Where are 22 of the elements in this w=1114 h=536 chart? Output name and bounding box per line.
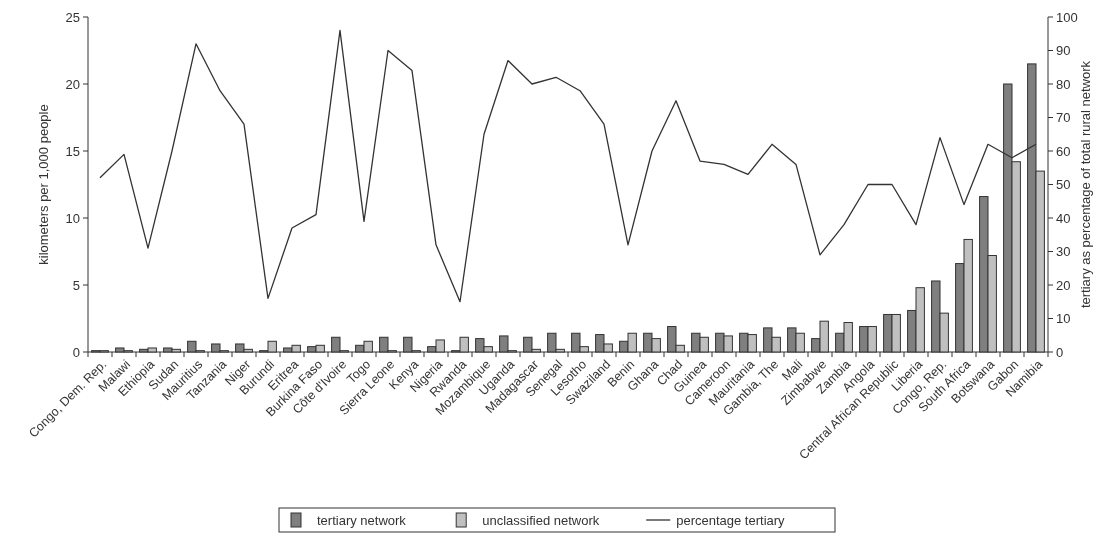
legend-label: percentage tertiary bbox=[676, 512, 786, 528]
y2-tick-label: 50 bbox=[1056, 177, 1071, 193]
y2-tick-label: 20 bbox=[1056, 277, 1071, 293]
y2-tick-label: 70 bbox=[1056, 110, 1071, 126]
y2-tick-label: 80 bbox=[1056, 76, 1071, 92]
y2-tick-label: 0 bbox=[1056, 344, 1064, 360]
y-tick-label: 0 bbox=[72, 344, 80, 360]
y-tick-label: 5 bbox=[72, 277, 80, 293]
y-tick-label: 20 bbox=[65, 76, 80, 92]
y2-tick-label: 90 bbox=[1056, 43, 1071, 59]
y-axis-title: kilometers per 1,000 people bbox=[36, 104, 51, 265]
y2-axis-title: tertiary as percentage of total rural network bbox=[1078, 60, 1093, 309]
y2-tick-label: 30 bbox=[1056, 244, 1071, 260]
y2-tick-label: 100 bbox=[1056, 9, 1078, 25]
legend-label: tertiary network bbox=[317, 512, 407, 528]
legend-label: unclassified network bbox=[482, 512, 600, 528]
y-tick-label: 15 bbox=[65, 143, 80, 159]
y2-tick-label: 40 bbox=[1056, 210, 1071, 226]
y2-tick-label: 60 bbox=[1056, 143, 1071, 159]
y-tick-label: 25 bbox=[65, 9, 80, 25]
y-tick-label: 10 bbox=[65, 210, 80, 226]
y2-tick-label: 10 bbox=[1056, 311, 1071, 327]
